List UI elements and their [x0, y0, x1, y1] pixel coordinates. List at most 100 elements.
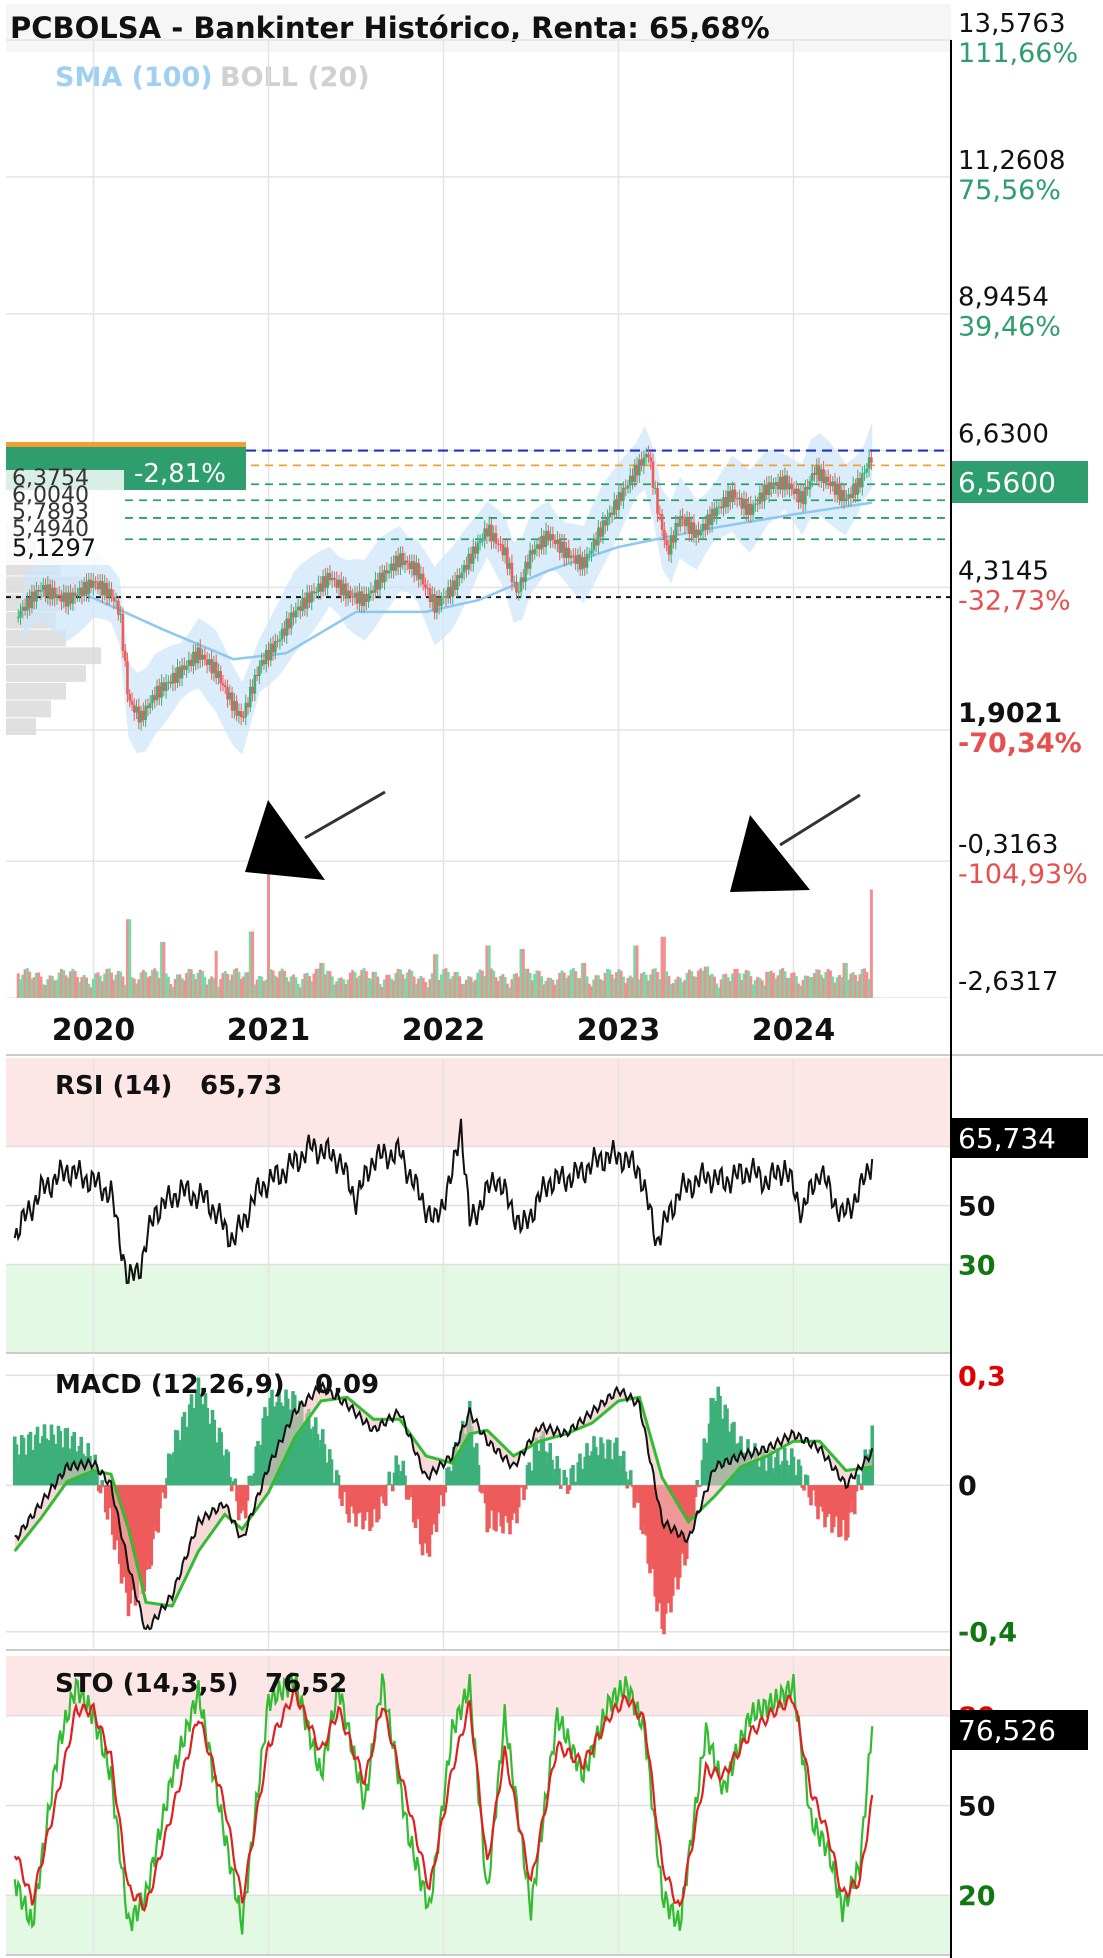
- candle-body: [126, 660, 129, 695]
- sma-legend[interactable]: SMA (100): [55, 62, 213, 93]
- macd-histogram-bar: [476, 1464, 481, 1486]
- macd-histogram-bar: [158, 1485, 162, 1509]
- candle-body: [73, 592, 77, 596]
- macd-histogram-bar: [163, 1485, 168, 1499]
- candle-body: [663, 529, 666, 540]
- candle-body: [581, 557, 584, 570]
- volume-bar: [387, 974, 391, 998]
- candle-body: [715, 507, 718, 517]
- candle-body: [367, 593, 370, 602]
- osc-level-label: 20: [958, 1881, 996, 1912]
- candle-body: [813, 473, 816, 475]
- candle-body: [474, 546, 477, 554]
- candle-body: [274, 640, 277, 653]
- candle-body: [690, 522, 693, 534]
- macd-histogram-bar: [523, 1485, 528, 1490]
- candle-body: [319, 583, 323, 592]
- volume-bar: [717, 987, 721, 998]
- volume-bar: [194, 979, 198, 998]
- candle-body: [763, 484, 766, 502]
- candle-body: [587, 553, 591, 555]
- volume-bar: [417, 978, 421, 998]
- volume-bar: [758, 978, 762, 998]
- rsi-label: RSI (14): [55, 1071, 172, 1101]
- candle-body: [103, 582, 106, 596]
- volume-bar: [125, 919, 129, 998]
- volume-bar: [414, 983, 418, 998]
- rsi-panel: 705030: [6, 1058, 996, 1354]
- candle-body: [117, 600, 120, 615]
- candle-body: [683, 519, 687, 527]
- volume-bar: [549, 977, 553, 998]
- candle-body: [142, 710, 145, 721]
- volume-bar: [703, 966, 707, 998]
- candle-body: [785, 475, 789, 490]
- candle-body: [469, 553, 473, 564]
- volume-bar: [396, 968, 400, 998]
- candle-body: [649, 457, 652, 462]
- candle-body: [358, 591, 361, 604]
- volume-bar: [847, 979, 851, 998]
- volume-bar: [301, 979, 305, 998]
- candle-body: [383, 570, 386, 583]
- candle-body: [26, 597, 29, 611]
- volume-bar: [444, 968, 448, 998]
- boll-legend[interactable]: BOLL (20): [220, 62, 370, 93]
- volume-bar: [332, 984, 336, 998]
- macd-histogram-bar: [516, 1485, 521, 1508]
- volume-bar: [542, 984, 546, 998]
- volume-bar: [62, 970, 66, 998]
- volume-bar: [371, 971, 375, 998]
- volume-bar: [214, 950, 218, 998]
- candle-body: [526, 561, 530, 569]
- volume-bar: [273, 975, 277, 998]
- volume-bar: [817, 969, 821, 998]
- volume-bar: [148, 975, 152, 998]
- volume-bar: [710, 973, 714, 998]
- volume-bar: [612, 978, 616, 998]
- candle-body: [69, 592, 72, 604]
- candle-body: [624, 487, 627, 489]
- volume-bar: [590, 986, 594, 998]
- candle-body: [428, 588, 432, 603]
- candle-body: [613, 500, 616, 515]
- volume-bar: [665, 971, 669, 998]
- candle-body: [192, 651, 195, 667]
- macd-histogram-bar: [401, 1460, 406, 1486]
- candle-body: [87, 579, 91, 595]
- candle-body: [253, 674, 257, 694]
- candle-body: [92, 581, 95, 588]
- candle-body: [692, 522, 696, 538]
- candle-body: [519, 577, 523, 592]
- volume-bar: [55, 979, 59, 998]
- volume-bar: [191, 974, 195, 998]
- candle-body: [392, 563, 395, 571]
- candle-body: [656, 487, 659, 514]
- volume-bar: [207, 979, 211, 998]
- volume-bar: [544, 980, 548, 998]
- volume-bar: [599, 979, 603, 998]
- volume-bar: [863, 968, 867, 998]
- last-price-label-bg: [951, 461, 1088, 503]
- volume-bar: [631, 977, 634, 998]
- candle-body: [499, 544, 502, 546]
- candle-body: [710, 508, 714, 526]
- volume-bar: [401, 974, 405, 998]
- candle-body: [374, 579, 377, 593]
- candle-body: [289, 612, 293, 629]
- volume-bar: [430, 973, 434, 998]
- volume-bar: [685, 972, 689, 998]
- volume-bar: [455, 971, 459, 998]
- y-tick-label: -0,3163: [958, 830, 1058, 860]
- oversold-zone: [6, 1264, 951, 1353]
- candle-body: [105, 582, 109, 598]
- candle-body: [729, 490, 732, 502]
- candle-body: [494, 533, 498, 544]
- candle-body: [704, 523, 707, 530]
- macd-histogram-bar: [378, 1485, 383, 1497]
- fib-level-0: 6,3754: [12, 466, 89, 491]
- candle-body: [751, 504, 755, 515]
- candle-body: [21, 606, 25, 611]
- volume-bar: [180, 978, 184, 998]
- candle-body: [647, 453, 650, 458]
